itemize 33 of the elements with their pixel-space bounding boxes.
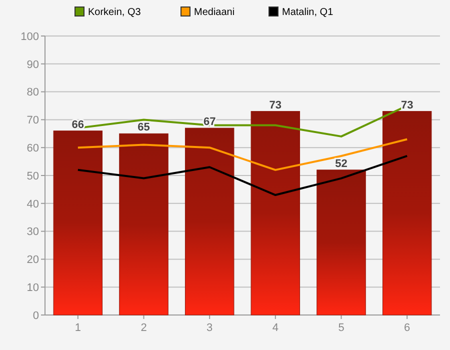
bar <box>316 170 366 316</box>
y-tick-label: 0 <box>32 310 39 322</box>
x-tick-label: 1 <box>74 322 81 334</box>
y-tick-label: 60 <box>26 142 39 154</box>
data-label: 66 <box>72 118 84 131</box>
y-tick-label: 100 <box>20 30 39 43</box>
x-tick-label: 2 <box>140 322 147 334</box>
bar <box>53 130 103 316</box>
data-label: 65 <box>138 122 150 134</box>
y-tick-label: 30 <box>26 226 39 238</box>
legend-label: Korkein, Q3 <box>88 7 142 18</box>
x-tick-label: 3 <box>206 322 213 334</box>
legend-label: Matalin, Q1 <box>282 7 334 18</box>
y-tick-label: 40 <box>26 198 39 210</box>
bar <box>382 111 432 316</box>
bar <box>184 128 234 316</box>
x-tick-label: 4 <box>272 322 278 334</box>
line-series <box>76 138 408 171</box>
legend-label: Mediaani <box>194 7 235 18</box>
y-tick-label: 90 <box>26 58 39 71</box>
y-tick-label: 50 <box>26 170 39 182</box>
data-label: 52 <box>335 158 348 170</box>
x-tick-label: 6 <box>404 322 410 334</box>
bar <box>250 111 300 316</box>
line-series <box>76 154 408 196</box>
y-tick-label: 70 <box>26 114 39 127</box>
y-tick-label: 20 <box>26 254 39 266</box>
data-label: 73 <box>400 99 414 112</box>
data-label: 73 <box>269 99 282 112</box>
y-tick-label: 80 <box>26 86 39 99</box>
y-tick-label: 10 <box>26 282 39 294</box>
bar <box>119 133 168 316</box>
x-tick-label: 5 <box>338 322 344 334</box>
